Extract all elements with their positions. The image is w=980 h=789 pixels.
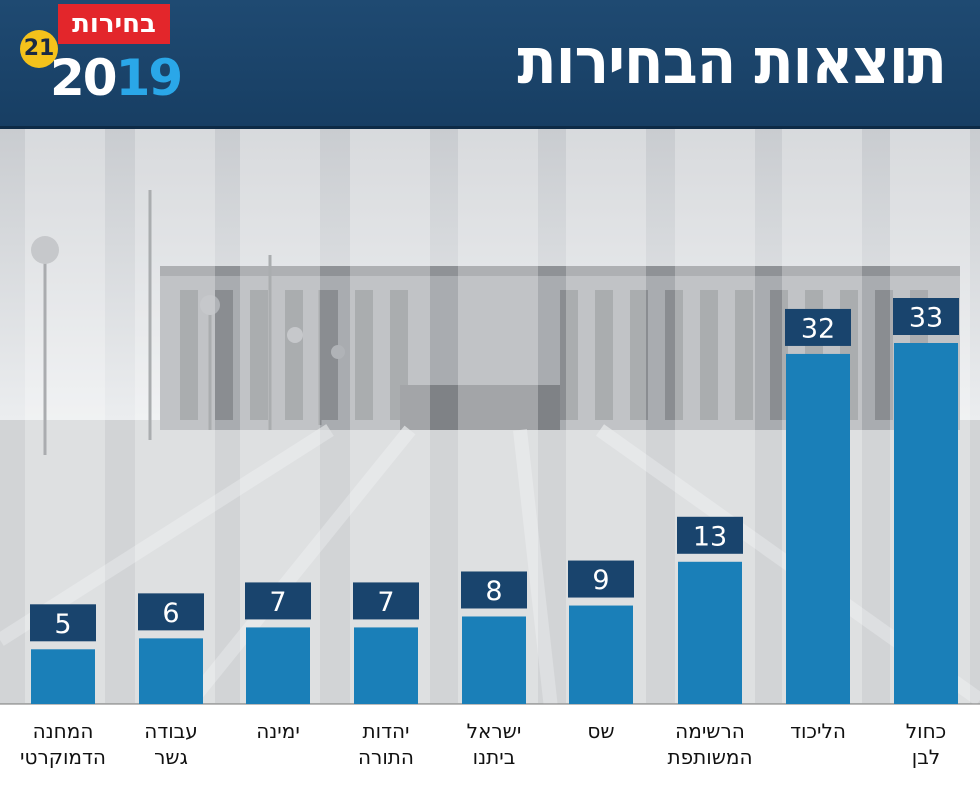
bar [786,353,850,704]
x-tick-label: הליכוד [790,719,846,743]
x-tick-label: המשותפת [667,745,752,769]
value-label: 8 [485,576,502,607]
x-tick-label: ביתנו [473,745,516,769]
x-tick-label: גשר [154,745,188,769]
value-label-box [677,516,743,554]
value-label-box [785,308,851,346]
value-label-box [30,604,96,642]
x-tick-label: המחנה [33,719,94,743]
bar [569,605,633,704]
bar [462,616,526,704]
bar [894,343,958,704]
elections-logo: בחירות 21 2019 [16,2,183,114]
value-label: 9 [592,565,609,596]
value-label: 7 [377,587,394,618]
value-label: 32 [801,313,835,344]
value-label-box [353,582,419,620]
value-label: 5 [54,609,71,640]
bar [354,627,418,704]
x-tick-label: התורה [358,745,414,769]
x-tick-label: הדמוקרטי [20,745,106,769]
x-tick-label: ישראל [467,719,522,743]
value-label-box [568,560,634,598]
logo-number-circle: 21 [20,30,58,68]
value-label-box [245,582,311,620]
logo-year-suffix: 19 [115,49,184,107]
value-label-box [461,571,527,609]
bar [246,627,310,704]
x-tick-label: לבן [912,745,940,769]
x-tick-label: ימינה [256,719,300,743]
value-label: 7 [269,587,286,618]
value-label-box [893,298,959,335]
x-tick-label: עבודה [144,719,198,743]
logo-year: 2019 [50,46,184,110]
logo-badge: בחירות [58,4,170,44]
value-label: 13 [693,521,727,552]
x-tick-label: יהדות [362,719,409,743]
bar [139,638,203,704]
x-tick-label: כחול [906,719,946,743]
x-tick-label: שס [587,719,614,743]
header-divider [0,126,980,129]
value-label: 33 [909,303,943,334]
logo-year-prefix: 20 [50,49,118,107]
bar [678,561,742,704]
x-tick-label: הרשימה [675,719,745,743]
value-label-box [138,593,204,631]
page-title: תוצאות הבחירות [517,25,947,99]
bar [31,649,95,704]
value-label: 6 [162,598,179,629]
